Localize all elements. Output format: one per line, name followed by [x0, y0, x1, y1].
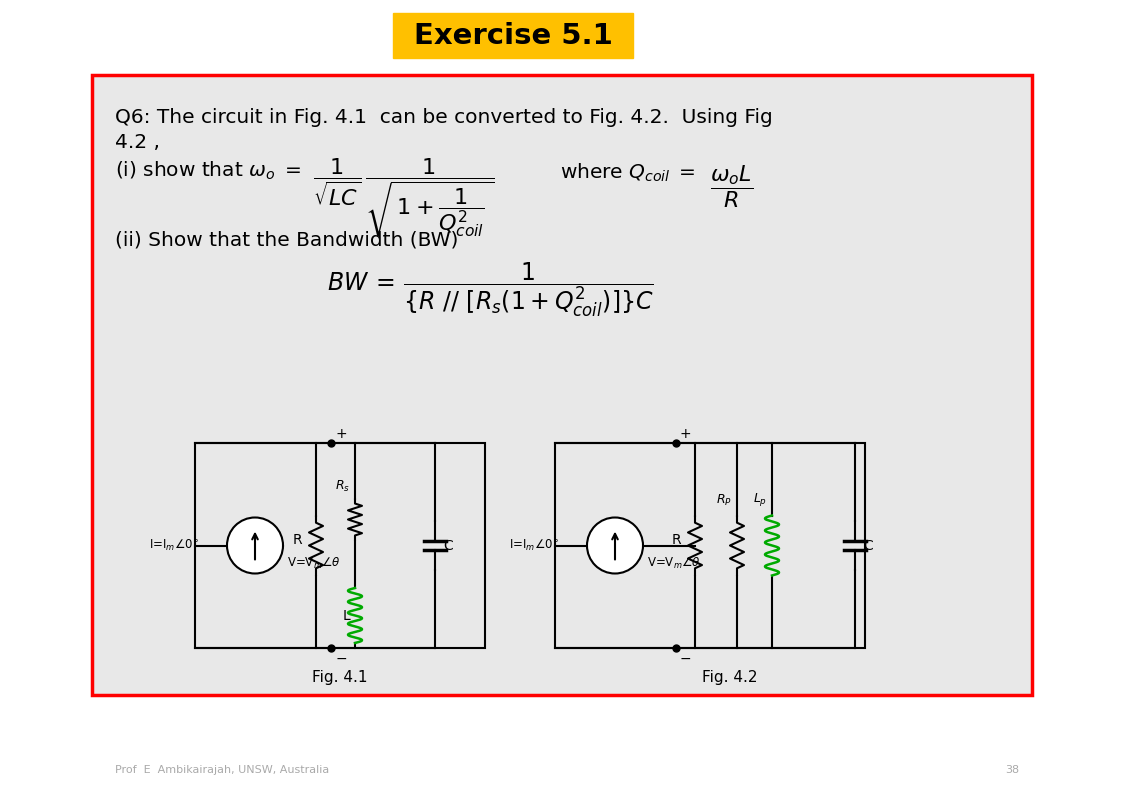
Bar [195, 443, 485, 648]
Text: $BW\, =\, \dfrac{1}{\{R\ \text{//}\ [R_s(1+Q^{2}_{coil})]\}C}$: $BW\, =\, \dfrac{1}{\{R\ \text{//}\ [R_s… [327, 260, 653, 318]
Text: I=I$_m$$\angle$0$^\circ$: I=I$_m$$\angle$0$^\circ$ [509, 538, 559, 553]
FancyBboxPatch shape [393, 13, 633, 58]
Text: Prof  E  Ambikairajah, UNSW, Australia: Prof E Ambikairajah, UNSW, Australia [115, 765, 329, 775]
Text: C: C [863, 538, 873, 553]
Text: Exercise 5.1: Exercise 5.1 [414, 22, 613, 50]
Circle shape [587, 518, 643, 574]
Text: I=I$_m$$\angle$0$^\circ$: I=I$_m$$\angle$0$^\circ$ [149, 538, 200, 553]
Text: +: + [680, 427, 691, 441]
Text: $\dfrac{\omega_o L}{R}$: $\dfrac{\omega_o L}{R}$ [710, 163, 754, 210]
Text: where $Q_{coil}\,$ =: where $Q_{coil}\,$ = [559, 162, 696, 184]
Text: $\dfrac{1}{\sqrt{LC}}$: $\dfrac{1}{\sqrt{LC}}$ [312, 157, 361, 208]
Text: Q6: The circuit in Fig. 4.1  can be converted to Fig. 4.2.  Using Fig: Q6: The circuit in Fig. 4.1 can be conve… [115, 108, 773, 127]
Text: Fig. 4.2: Fig. 4.2 [703, 670, 758, 685]
Text: L: L [342, 609, 350, 622]
Text: (ii) Show that the Bandwidth (BW): (ii) Show that the Bandwidth (BW) [115, 230, 458, 249]
Circle shape [227, 518, 283, 574]
Text: Fig. 4.1: Fig. 4.1 [312, 670, 368, 685]
Text: $R_P$: $R_P$ [716, 492, 732, 507]
Text: R: R [671, 534, 681, 547]
Text: $L_p$: $L_p$ [752, 490, 767, 507]
Text: 4.2 ,: 4.2 , [115, 133, 160, 152]
Text: 38: 38 [1005, 765, 1019, 775]
Text: +: + [335, 427, 347, 441]
FancyBboxPatch shape [92, 75, 1032, 695]
Text: −: − [680, 652, 691, 666]
Text: (i) show that $\omega_o\,$ =: (i) show that $\omega_o\,$ = [115, 160, 301, 182]
Text: $\dfrac{1}{\sqrt{\,1+\dfrac{1}{Q^{2}_{coil}}\,}}$: $\dfrac{1}{\sqrt{\,1+\dfrac{1}{Q^{2}_{co… [365, 157, 494, 240]
Text: −: − [335, 652, 347, 666]
Bar [555, 443, 865, 648]
Text: R: R [292, 534, 302, 547]
Text: V=V$_m$$\angle\theta$: V=V$_m$$\angle\theta$ [647, 555, 700, 570]
Text: C: C [443, 538, 452, 553]
Text: $R_s$: $R_s$ [335, 478, 350, 494]
Text: V=V$_m$$\angle\theta$: V=V$_m$$\angle\theta$ [287, 555, 341, 570]
